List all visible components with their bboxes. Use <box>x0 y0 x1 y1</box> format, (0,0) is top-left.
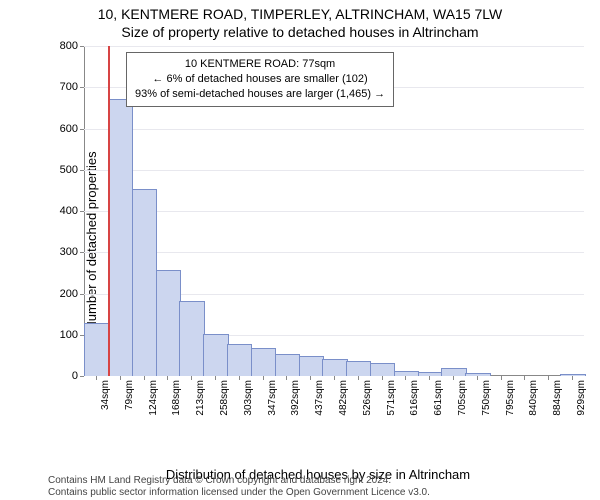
callout-line2: ← 6% of detached houses are smaller (102… <box>135 72 385 87</box>
histogram-bar <box>299 356 324 376</box>
histogram-bar <box>227 344 252 376</box>
y-tick-label: 0 <box>72 370 78 382</box>
histogram-bar <box>275 354 300 376</box>
x-tick-mark <box>405 376 406 380</box>
x-tick-mark <box>334 376 335 380</box>
x-tick-label: 168sqm <box>171 380 182 416</box>
callout-line1: 10 KENTMERE ROAD: 77sqm <box>135 57 385 72</box>
callout-line3: 93% of semi-detached houses are larger (… <box>135 87 385 102</box>
x-tick-label: 34sqm <box>100 380 111 410</box>
y-tick-label: 100 <box>60 329 78 341</box>
x-tick-mark <box>286 376 287 380</box>
x-tick-label: 795sqm <box>505 380 516 416</box>
x-tick-mark <box>453 376 454 380</box>
x-tick-label: 616sqm <box>409 380 420 416</box>
y-tick-label: 600 <box>60 123 78 135</box>
page-title: 10, KENTMERE ROAD, TIMPERLEY, ALTRINCHAM… <box>0 6 600 22</box>
y-tick-label: 200 <box>60 288 78 300</box>
histogram-bar <box>465 373 490 376</box>
y-tick-mark <box>80 294 84 295</box>
y-tick-mark <box>80 129 84 130</box>
x-tick-label: 392sqm <box>290 380 301 416</box>
chart-container: Number of detached properties Distributi… <box>48 46 588 436</box>
x-tick-label: 750sqm <box>481 380 492 416</box>
x-tick-mark <box>96 376 97 380</box>
histogram-bar <box>346 361 371 376</box>
x-tick-label: 884sqm <box>552 380 563 416</box>
gridline <box>84 211 584 212</box>
x-tick-label: 840sqm <box>528 380 539 416</box>
y-tick-mark <box>80 170 84 171</box>
property-marker-line <box>108 46 110 376</box>
x-tick-mark <box>358 376 359 380</box>
x-tick-label: 303sqm <box>243 380 254 416</box>
y-tick-mark <box>80 252 84 253</box>
y-tick-mark <box>80 376 84 377</box>
x-tick-mark <box>215 376 216 380</box>
footer-attribution-2: Contains public sector information licen… <box>48 487 430 498</box>
x-tick-label: 213sqm <box>195 380 206 416</box>
histogram-bar <box>441 368 466 376</box>
y-tick-label: 300 <box>60 246 78 258</box>
x-tick-mark <box>524 376 525 380</box>
x-tick-mark <box>572 376 573 380</box>
x-tick-mark <box>120 376 121 380</box>
x-tick-mark <box>191 376 192 380</box>
x-tick-mark <box>167 376 168 380</box>
x-tick-label: 79sqm <box>124 380 135 410</box>
histogram-bar <box>108 99 133 376</box>
x-tick-label: 571sqm <box>386 380 397 416</box>
gridline <box>84 170 584 171</box>
x-tick-label: 526sqm <box>362 380 373 416</box>
y-tick-label: 400 <box>60 205 78 217</box>
y-tick-mark <box>80 46 84 47</box>
x-tick-label: 124sqm <box>148 380 159 416</box>
histogram-bar <box>251 348 276 376</box>
histogram-bar <box>203 334 228 376</box>
x-tick-mark <box>382 376 383 380</box>
x-tick-mark <box>548 376 549 380</box>
x-tick-mark <box>144 376 145 380</box>
x-tick-label: 929sqm <box>576 380 587 416</box>
gridline <box>84 252 584 253</box>
x-tick-label: 258sqm <box>219 380 230 416</box>
chart-subtitle: Size of property relative to detached ho… <box>0 24 600 40</box>
x-tick-label: 437sqm <box>314 380 325 416</box>
gridline <box>84 46 584 47</box>
x-tick-label: 661sqm <box>433 380 444 416</box>
x-tick-mark <box>477 376 478 380</box>
x-tick-mark <box>429 376 430 380</box>
annotation-callout: 10 KENTMERE ROAD: 77sqm ← 6% of detached… <box>126 52 394 107</box>
histogram-bar <box>179 301 204 376</box>
histogram-bar <box>84 323 109 376</box>
x-tick-mark <box>501 376 502 380</box>
y-tick-mark <box>80 211 84 212</box>
y-tick-mark <box>80 87 84 88</box>
x-tick-label: 482sqm <box>338 380 349 416</box>
x-tick-mark <box>310 376 311 380</box>
footer-attribution-1: Contains HM Land Registry data © Crown c… <box>48 475 391 486</box>
x-tick-label: 347sqm <box>267 380 278 416</box>
histogram-bar <box>322 359 347 377</box>
x-tick-label: 705sqm <box>457 380 468 416</box>
x-tick-mark <box>239 376 240 380</box>
histogram-bar <box>370 363 395 376</box>
plot-area: 010020030040050060070080034sqm79sqm124sq… <box>84 46 584 376</box>
x-tick-mark <box>263 376 264 380</box>
y-tick-label: 800 <box>60 40 78 52</box>
y-tick-label: 500 <box>60 164 78 176</box>
gridline <box>84 129 584 130</box>
y-tick-label: 700 <box>60 81 78 93</box>
histogram-bar <box>132 189 157 376</box>
histogram-bar <box>156 270 181 376</box>
